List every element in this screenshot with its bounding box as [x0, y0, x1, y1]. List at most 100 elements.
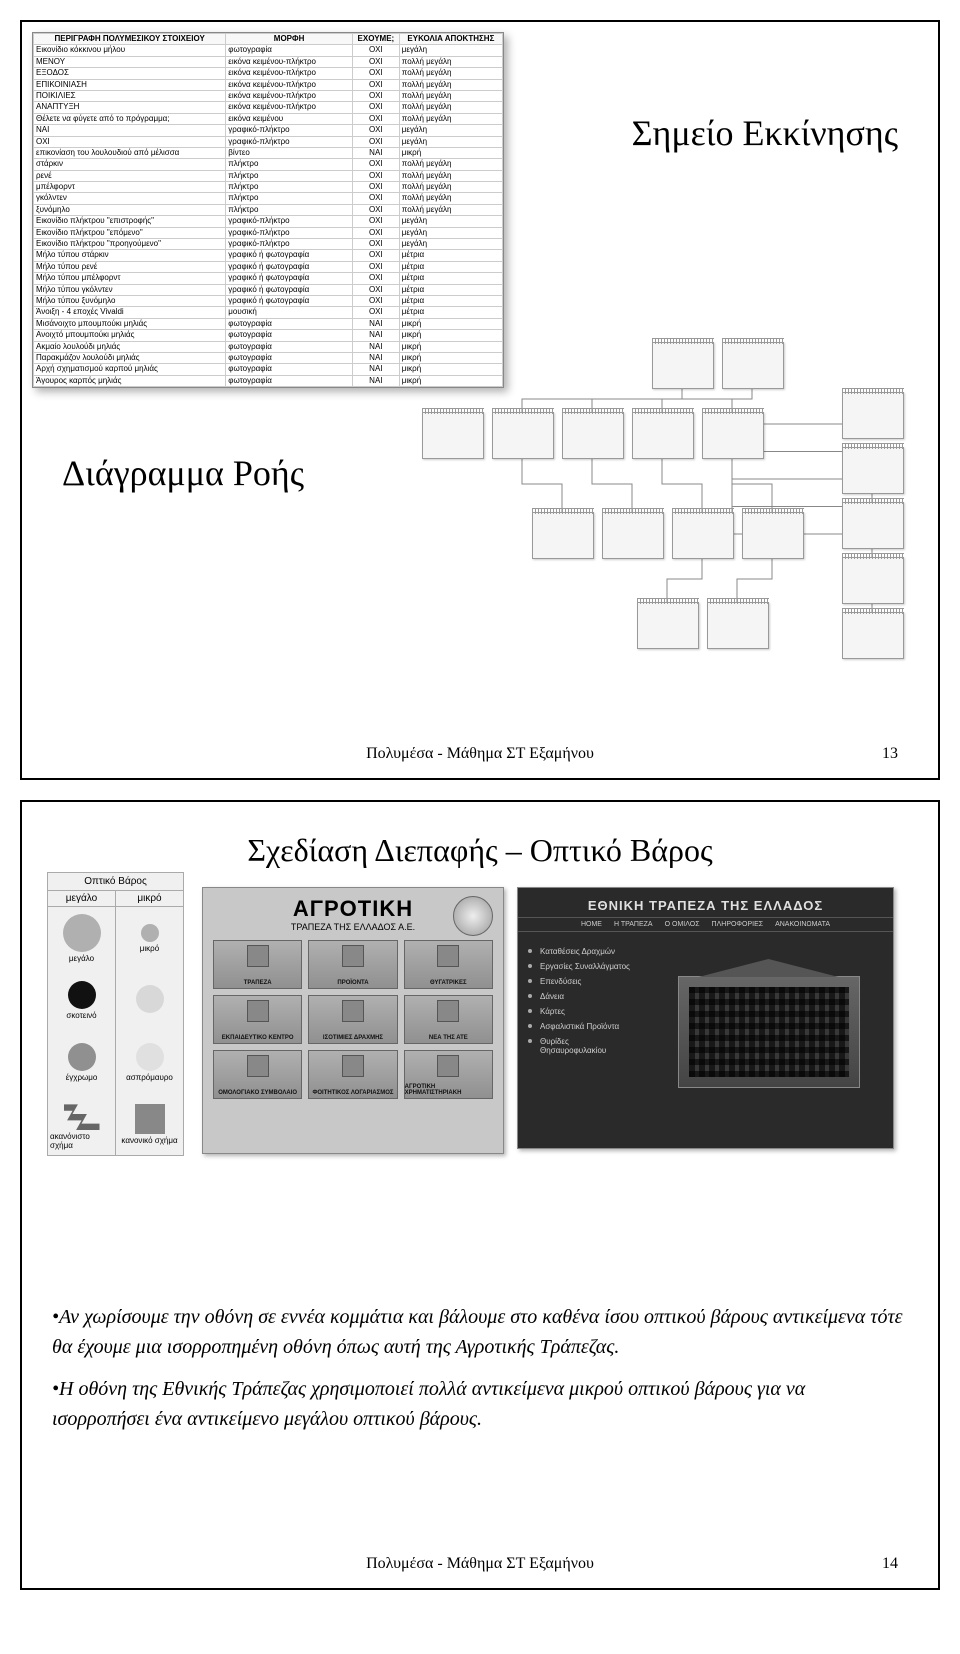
table-row: Μήλο τύπου ρενέγραφικό ή φωτογραφίαΟΧΙμέ…: [34, 261, 503, 272]
flow-node: [702, 412, 764, 459]
ethniki-nav-item: Η ΤΡΑΠΕΖΑ: [614, 921, 653, 928]
flow-node: [562, 412, 624, 459]
building-icon: [678, 976, 860, 1088]
footer-num: 13: [882, 745, 898, 763]
footer-text: Πολυμέσα - Μάθημα ΣΤ Εξαμήνου: [366, 1555, 594, 1572]
shape-icon: [141, 924, 159, 942]
flow-node: [842, 502, 904, 549]
tile-icon: [437, 945, 459, 967]
bullet-1: •Αν χωρίσουμε την οθόνη σε εννέα κομμάτι…: [52, 1302, 908, 1362]
table-row: Θέλετε να φύγετε από το πρόγραμμα;εικόνα…: [34, 113, 503, 124]
ethniki-title: ΕΘΝΙΚΗ ΤΡΑΠΕΖΑ ΤΗΣ ΕΛΛΑΔΟΣ: [518, 888, 893, 917]
footer-text: Πολυμέσα - Μάθημα ΣΤ Εξαμήνου: [366, 745, 594, 762]
flow-node: [532, 512, 594, 559]
tile-icon: [342, 1055, 364, 1077]
optbox-row: μεγάλομικρό: [48, 907, 183, 969]
table-row: επικονίαση του λουλουδιού από μέλισσαβίν…: [34, 147, 503, 158]
table-row: ξυνόμηλοπλήκτροΟΧΙπολλή μεγάλη: [34, 204, 503, 215]
table-header: ΜΟΡΦΗ: [226, 34, 353, 45]
table-row: ΕΞΟΔΟΣεικόνα κειμένου-πλήκτροΟΧΙπολλή με…: [34, 68, 503, 79]
optbox-row: σκοτεινό: [48, 969, 183, 1031]
flow-node: [422, 412, 484, 459]
table-row: γκόλντενπλήκτροΟΧΙπολλή μεγάλη: [34, 193, 503, 204]
table-row: Εικονίδιο κόκκινου μήλουφωτογραφίαΟΧΙμεγ…: [34, 45, 503, 56]
agrotiki-grid: ΤΡΑΠΕΖΑΠΡΟΪΟΝΤΑΘΥΓΑΤΡΙΚΕΣΕΚΠΑΙΔΕΥΤΙΚΟ ΚΕ…: [203, 940, 503, 1099]
agrotiki-screenshot: ΑΓΡΟΤΙΚΗ ΤΡΑΠΕΖΑ ΤΗΣ ΕΛΛΑΔΟΣ Α.Ε. ΤΡΑΠΕΖ…: [202, 887, 504, 1154]
table-row: Εικονίδιο πλήκτρου "επιστροφής"γραφικό-π…: [34, 216, 503, 227]
agrotiki-coin-icon: [453, 896, 493, 936]
bullet-2: •Η οθόνη της Εθνικής Τράπεζας χρησιμοποι…: [52, 1374, 908, 1434]
table-row: ΠΟΙΚΙΛΙΕΣεικόνα κειμένου-πλήκτροΟΧΙπολλή…: [34, 90, 503, 101]
tile-icon: [342, 945, 364, 967]
spreadsheet: ΠΕΡΙΓΡΑΦΗ ΠΟΛΥΜΕΣΙΚΟΥ ΣΤΟΙΧΕΙΟΥΜΟΡΦΗΕΧΟΥ…: [32, 32, 504, 388]
table-row: Άνοιξη - 4 εποχές VivaldiμουσικήΟΧΙμέτρι…: [34, 307, 503, 318]
agrotiki-tile: ΑΓΡΟΤΙΚΗ ΧΡΗΜΑΤΙΣΤΗΡΙΑΚΗ: [404, 1050, 493, 1099]
slide1-title-right: Σημείο Εκκίνησης: [632, 112, 898, 154]
optbox-col-left: μεγάλο: [48, 891, 116, 906]
optbox-col-right: μικρό: [116, 891, 183, 906]
shape-icon: [136, 985, 164, 1013]
agrotiki-tile: ΤΡΑΠΕΖΑ: [213, 940, 302, 989]
shape-icon: [63, 914, 101, 952]
table-row: Μήλο τύπου ξυνόμηλογραφικό ή φωτογραφίαΟ…: [34, 295, 503, 306]
ethniki-menu-item: Καταθέσεις Δραχμών: [526, 944, 636, 959]
slide-2: Σχεδίαση Διεπαφής – Οπτικό Βάρος Οπτικό …: [20, 800, 940, 1590]
slide-1: ΠΕΡΙΓΡΑΦΗ ΠΟΛΥΜΕΣΙΚΟΥ ΣΤΟΙΧΕΙΟΥΜΟΡΦΗΕΧΟΥ…: [20, 20, 940, 780]
agrotiki-tile: ΘΥΓΑΤΡΙΚΕΣ: [404, 940, 493, 989]
optbox-header: Οπτικό Βάρος: [48, 873, 183, 891]
flow-node: [672, 512, 734, 559]
flow-node: [707, 602, 769, 649]
ethniki-nav: HOMEΗ ΤΡΑΠΕΖΑΟ ΟΜΙΛΟΣΠΛΗΡΟΦΟΡΙΕΣΑΝΑΚΟΙΝΩ…: [518, 917, 893, 932]
table-row: Μισάνοιχτο μπουμπούκι μηλιάςφωτογραφίαΝΑ…: [34, 318, 503, 329]
agrotiki-tile: ΙΣΟΤΙΜΙΕΣ ΔΡΑΧΜΗΣ: [308, 995, 397, 1044]
table-row: Ανοιχτό μπουμπούκι μηλιάςφωτογραφίαΝΑΙμι…: [34, 330, 503, 341]
ethniki-nav-item: ΠΛΗΡΟΦΟΡΙΕΣ: [712, 921, 764, 928]
agrotiki-tile: ΦΟΙΤΗΤΙΚΟΣ ΛΟΓΑΡΙΑΣΜΟΣ: [308, 1050, 397, 1099]
ethniki-menu-item: Θυρίδες Θησαυροφυλακίου: [526, 1034, 636, 1058]
shape-icon: [68, 981, 96, 1009]
table-row: ΑΝΑΠΤΥΞΗεικόνα κειμένου-πλήκτροΟΧΙπολλή …: [34, 102, 503, 113]
ethniki-screenshot: ΕΘΝΙΚΗ ΤΡΑΠΕΖΑ ΤΗΣ ΕΛΛΑΔΟΣ HOME Η ΤΡΑΠΕΖΑ…: [517, 887, 894, 1149]
agrotiki-tile: ΟΜΟΛΟΓΙΑΚΟ ΣΥΜΒΟΛΑΙΟ: [213, 1050, 302, 1099]
flow-node: [842, 612, 904, 659]
shape-icon: [68, 1043, 96, 1071]
ethniki-menu-item: Επενδύσεις: [526, 974, 636, 989]
ethniki-menu-item: Κάρτες: [526, 1004, 636, 1019]
slide1-title-left: Διάγραμμα Ροής: [62, 452, 304, 494]
ethniki-menu-item: Ασφαλιστικά Προϊόντα: [526, 1019, 636, 1034]
flow-node: [842, 447, 904, 494]
tile-icon: [437, 1055, 459, 1077]
bullet-text: •Αν χωρίσουμε την οθόνη σε εννέα κομμάτι…: [52, 1302, 908, 1446]
table-row: ΝΑΙγραφικό-πλήκτροΟΧΙμεγάλη: [34, 125, 503, 136]
optbox-row: έγχρωμοασπρόμαυρο: [48, 1031, 183, 1093]
optbox-subheader: μεγάλο μικρό: [48, 891, 183, 907]
tile-icon: [247, 945, 269, 967]
optical-weight-box: Οπτικό Βάρος μεγάλο μικρό μεγάλομικρόσκο…: [47, 872, 184, 1156]
agrotiki-tile: ΕΚΠΑΙΔΕΥΤΙΚΟ ΚΕΝΤΡΟ: [213, 995, 302, 1044]
ethniki-menu-item: Δάνεια: [526, 989, 636, 1004]
table-row: ΕΠΙΚΟΙΝΙΑΣΗεικόνα κειμένου-πλήκτροΟΧΙπολ…: [34, 79, 503, 90]
ethniki-building-area: [644, 932, 893, 1132]
table-row: ΟΧΙγραφικό-πλήκτροΟΧΙμεγάλη: [34, 136, 503, 147]
table-row: ΜΕΝΟΥεικόνα κειμένου-πλήκτροΟΧΙπολλή μεγ…: [34, 56, 503, 67]
slide2-footer: Πολυμέσα - Μάθημα ΣΤ Εξαμήνου 14: [22, 1555, 938, 1573]
flow-node: [842, 557, 904, 604]
table-row: Μήλο τύπου μπέλφορντγραφικό ή φωτογραφία…: [34, 273, 503, 284]
flow-node: [602, 512, 664, 559]
tile-icon: [247, 1000, 269, 1022]
ethniki-menu: Καταθέσεις ΔραχμώνΕργασίες Συναλλάγματος…: [518, 932, 644, 1132]
shape-icon: [135, 1104, 165, 1134]
table-row: στάρκινπλήκτροΟΧΙπολλή μεγάλη: [34, 159, 503, 170]
table-row: Εικονίδιο πλήκτρου "επόμενο"γραφικό-πλήκ…: [34, 227, 503, 238]
flow-node: [637, 602, 699, 649]
table-row: μπέλφορντπλήκτροΟΧΙπολλή μεγάλη: [34, 182, 503, 193]
flow-node: [722, 342, 784, 389]
flow-node: [632, 412, 694, 459]
flow-node: [842, 392, 904, 439]
footer-num: 14: [882, 1555, 898, 1573]
tile-icon: [342, 1000, 364, 1022]
ethniki-menu-item: Εργασίες Συναλλάγματος: [526, 959, 636, 974]
table-header: ΕΧΟΥΜΕ;: [352, 34, 399, 45]
table-row: ρενέπλήκτροΟΧΙπολλή μεγάλη: [34, 170, 503, 181]
ethniki-nav-item: HOME: [581, 921, 602, 928]
